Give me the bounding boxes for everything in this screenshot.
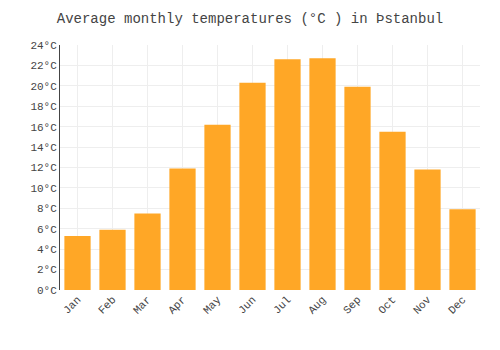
svg-text:14°C: 14°C — [30, 142, 57, 154]
svg-text:Sep: Sep — [341, 294, 363, 316]
svg-text:May: May — [201, 294, 224, 317]
svg-text:18°C: 18°C — [30, 101, 57, 113]
svg-text:Dec: Dec — [446, 294, 468, 316]
svg-text:Aug: Aug — [306, 294, 328, 316]
svg-text:12°C: 12°C — [30, 162, 57, 174]
svg-text:Oct: Oct — [376, 294, 398, 316]
svg-text:4°C: 4°C — [37, 244, 57, 256]
svg-text:2°C: 2°C — [37, 264, 57, 276]
svg-text:20°C: 20°C — [30, 81, 57, 93]
svg-text:Feb: Feb — [96, 294, 118, 316]
svg-text:Jul: Jul — [271, 294, 293, 316]
svg-text:22°C: 22°C — [30, 60, 57, 72]
svg-text:Mar: Mar — [131, 294, 153, 316]
svg-text:8°C: 8°C — [37, 203, 57, 215]
svg-text:16°C: 16°C — [30, 122, 57, 134]
svg-text:Jan: Jan — [61, 294, 83, 316]
svg-text:0°C: 0°C — [37, 285, 57, 297]
svg-text:Average monthly temperatures (: Average monthly temperatures (°C ) in Þs… — [57, 11, 443, 27]
svg-text:24°C: 24°C — [30, 40, 57, 52]
svg-text:Apr: Apr — [166, 294, 188, 316]
svg-text:Jun: Jun — [236, 294, 258, 316]
svg-text:Nov: Nov — [411, 294, 434, 317]
svg-text:6°C: 6°C — [37, 224, 57, 236]
svg-text:10°C: 10°C — [30, 183, 57, 195]
